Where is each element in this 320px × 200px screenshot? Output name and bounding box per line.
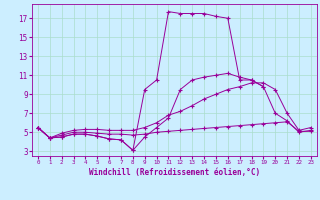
X-axis label: Windchill (Refroidissement éolien,°C): Windchill (Refroidissement éolien,°C) <box>89 168 260 177</box>
